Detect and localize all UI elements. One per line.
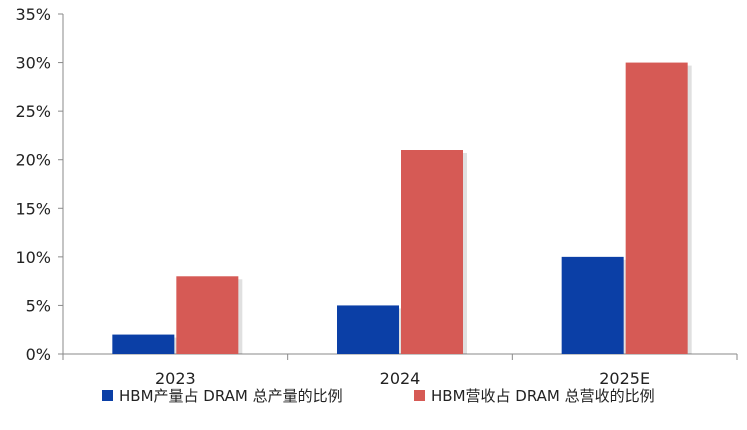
bars bbox=[112, 62, 692, 355]
y-tick-label: 15% bbox=[15, 199, 51, 218]
x-axis: 2023 2024 2025E bbox=[62, 353, 738, 388]
legend: HBM产量占 DRAM 总产量的比例 HBM营收占 DRAM 总营收的比例 bbox=[102, 387, 655, 405]
legend-label: HBM营收占 DRAM 总营收的比例 bbox=[431, 387, 655, 405]
y-tick-label: 35% bbox=[15, 5, 51, 24]
legend-swatch bbox=[102, 390, 113, 401]
y-tick-label: 10% bbox=[15, 248, 51, 267]
y-tick-label: 20% bbox=[15, 151, 51, 170]
bar-hbm-revenue-share bbox=[401, 150, 463, 354]
y-tick-label: 0% bbox=[26, 345, 51, 364]
y-axis: 0% 5% 10% 15% 20% 25% 30% 35% bbox=[15, 5, 64, 364]
y-tick-label: 5% bbox=[26, 296, 51, 315]
legend-label: HBM产量占 DRAM 总产量的比例 bbox=[119, 387, 343, 405]
legend-swatch bbox=[414, 390, 425, 401]
bar-hbm-output-share bbox=[561, 256, 624, 354]
bar-hbm-revenue-share bbox=[625, 62, 688, 354]
y-tick-label: 30% bbox=[15, 54, 51, 73]
x-tick-label: 2023 bbox=[155, 369, 196, 388]
y-tick-label: 25% bbox=[15, 102, 51, 121]
bar-hbm-output-share bbox=[337, 305, 399, 354]
x-tick-label: 2024 bbox=[380, 369, 421, 388]
bar-hbm-output-share bbox=[112, 334, 175, 354]
x-tick-label: 2025E bbox=[599, 369, 650, 388]
bar-hbm-revenue-share bbox=[176, 276, 239, 354]
